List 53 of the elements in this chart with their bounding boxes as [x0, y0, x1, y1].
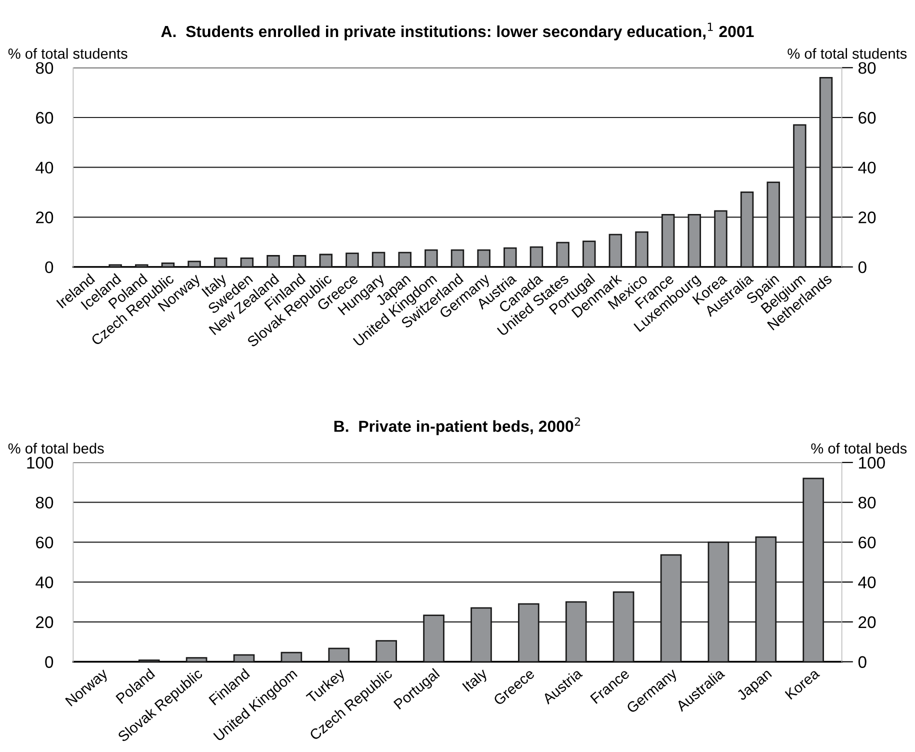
y-axis-title: % of total beds: [8, 442, 104, 454]
y-tick-label: 60: [36, 536, 54, 548]
bar: [398, 252, 412, 267]
bar: [556, 242, 570, 267]
y2-tick-label: 20: [858, 616, 876, 628]
y-tick-label: 40: [36, 162, 54, 174]
y-tick-label: 40: [36, 576, 54, 588]
bar: [450, 249, 464, 267]
bar: [214, 258, 228, 267]
bar: [266, 255, 280, 267]
bar: [161, 262, 175, 267]
bar: [292, 255, 306, 267]
bar: [530, 246, 544, 267]
bar: [319, 254, 333, 267]
bar: [608, 234, 622, 267]
bar: [328, 648, 350, 662]
bar: [280, 652, 302, 662]
bar: [186, 657, 208, 662]
y2-tick-label: 60: [858, 536, 876, 548]
chart-title: A. Students enrolled in private institutions: lower secondary education,$^{1}$ 2001: [161, 22, 754, 40]
y-tick-label: 60: [36, 112, 54, 124]
bar: [477, 249, 490, 267]
bar: [240, 258, 254, 267]
y-tick-label: 80: [36, 62, 54, 74]
y-tick-label: 0: [45, 261, 54, 274]
bar: [376, 640, 397, 662]
bar: [582, 240, 596, 267]
bar: [424, 249, 438, 267]
y2-tick-label: 0: [858, 656, 866, 668]
y2-tick-label: 100: [859, 456, 885, 469]
y2-tick-label: 80: [858, 62, 876, 74]
y2-tick-label: 40: [858, 576, 876, 588]
bar: [346, 252, 359, 267]
y2-tick-label: 40: [858, 162, 876, 174]
y2-axis-title: % of total beds: [811, 442, 907, 454]
bar: [635, 231, 648, 267]
y2-tick-label: 0: [858, 261, 866, 274]
bar: [188, 260, 201, 267]
chart-title: B. Private in-patient beds, 2000$^{2}$: [334, 417, 580, 436]
y-axis-title: % of total students: [8, 48, 128, 59]
y2-tick-label: 80: [858, 496, 876, 509]
y2-axis-title: % of total students: [788, 48, 907, 59]
bar: [372, 252, 386, 267]
x-tick-label: Italy: [462, 667, 490, 694]
y2-tick-label: 20: [858, 212, 876, 224]
y2-tick-label: 60: [858, 112, 876, 124]
y-tick-label: 100: [27, 456, 54, 469]
y-tick-label: 20: [36, 212, 54, 224]
y-tick-label: 0: [45, 656, 54, 668]
bar: [504, 247, 517, 267]
y-tick-label: 80: [36, 496, 54, 509]
bar: [233, 654, 255, 662]
y-tick-label: 20: [36, 616, 54, 628]
